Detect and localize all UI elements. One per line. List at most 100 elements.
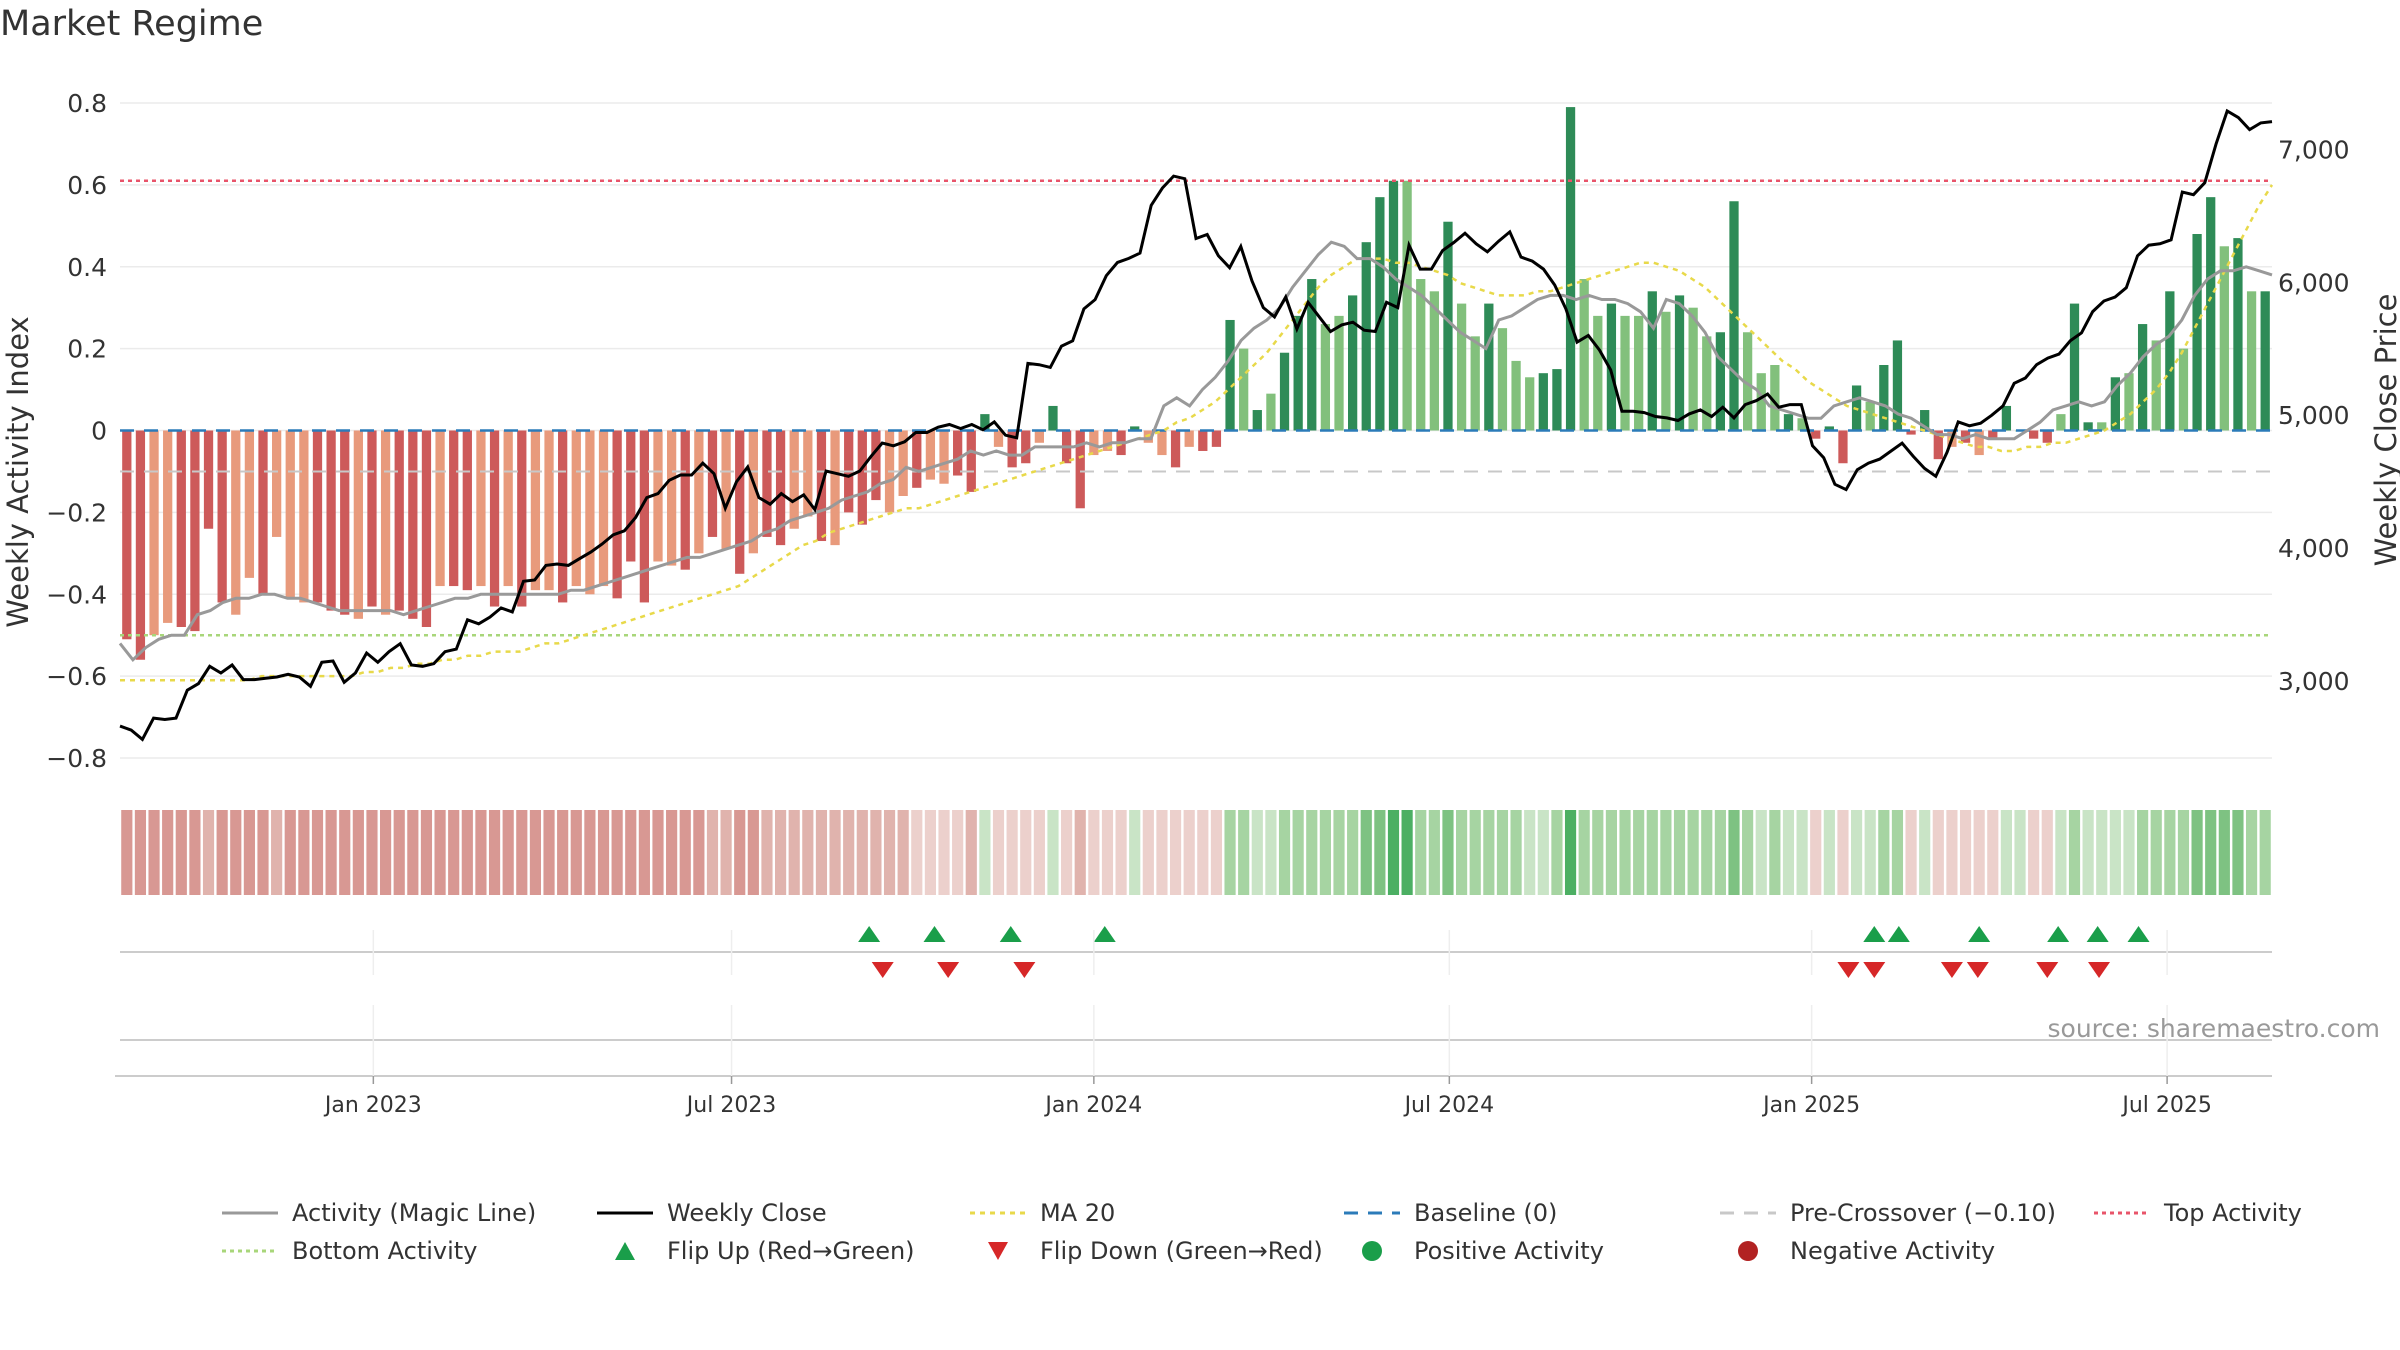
activity-bar (517, 430, 527, 607)
regime-cell (1782, 810, 1795, 895)
activity-bar (1279, 352, 1290, 431)
regime-cell (1932, 810, 1944, 895)
activity-bar (830, 430, 840, 546)
regime-cell (502, 810, 514, 895)
regime-cell (202, 810, 215, 895)
y-left-tick-label: −0.2 (46, 498, 107, 527)
regime-cell (1278, 810, 1291, 895)
activity-bar (1443, 221, 1453, 431)
x-tick-label: Jan 2023 (323, 1093, 422, 1118)
regime-cell (2028, 810, 2040, 895)
regime-cell (992, 810, 1005, 895)
activity-bar (1484, 303, 1494, 431)
legend-item: Pre-Crossover (−0.10) (1718, 1196, 2056, 1230)
activity-bar (2097, 422, 2107, 431)
legend-symbol (1362, 1241, 1382, 1261)
regime-cell (965, 810, 977, 895)
activity-bar (353, 430, 363, 619)
flip-up-marker (1968, 926, 1991, 942)
weekly-close-line (119, 108, 2273, 742)
activity-bar (380, 430, 391, 615)
activity-bar (707, 430, 718, 537)
regime-cell (1415, 810, 1427, 895)
regime-cell (2205, 810, 2217, 895)
regime-cell (1387, 810, 1400, 895)
regime-cell (189, 810, 201, 895)
regime-cell (1687, 810, 1699, 895)
regime-cell (325, 810, 337, 895)
activity-bar (340, 430, 350, 615)
activity-bar (2165, 291, 2175, 431)
regime-cell (1619, 810, 1631, 895)
y-left-tick-label: 0.4 (67, 253, 107, 282)
activity-bar (2178, 348, 2189, 431)
activity-bar (966, 430, 976, 492)
activity-bar (449, 430, 459, 587)
legend-symbol (970, 1211, 1026, 1215)
activity-bar (1184, 430, 1194, 447)
activity-bar (367, 430, 377, 607)
flip-up-marker (999, 926, 1022, 942)
regime-cell (1891, 810, 1904, 895)
regime-cell (1796, 810, 1808, 895)
activity-bar (1170, 430, 1181, 468)
regime-cell (475, 810, 487, 895)
activity-bar (272, 430, 282, 537)
activity-bar (285, 430, 295, 599)
flip-down-marker (1013, 962, 1036, 978)
y-left-tick-label: 0.6 (67, 171, 107, 200)
activity-bar (503, 430, 513, 587)
x-axis: Jan 2023 Jul 2023 Jan 2024 Jul 2024 Jan 2025… (115, 930, 2272, 1118)
y-right-tick-label: 3,000 (2278, 667, 2350, 696)
activity-bar (1198, 430, 1208, 451)
activity-bar (1920, 410, 1930, 431)
flip-up-marker (1887, 926, 1910, 942)
activity-bar (489, 430, 500, 607)
activity-bar (1511, 360, 1521, 431)
regime-cell (1047, 810, 1059, 895)
regime-cell (1578, 810, 1590, 895)
regime-cell (693, 810, 705, 895)
legend-symbol (2094, 1211, 2150, 1215)
regime-cell (448, 810, 460, 895)
activity-bar (1252, 410, 1262, 431)
activity-bar (912, 430, 922, 488)
regime-cell (747, 810, 759, 895)
regime-cell (2109, 810, 2121, 895)
regime-cell (1959, 810, 1972, 895)
activity-bar (203, 430, 214, 529)
activity-bar (639, 430, 650, 603)
activity-bar (666, 430, 677, 566)
regime-strip (121, 810, 2271, 895)
activity-bar (1157, 430, 1167, 456)
activity-bar (748, 430, 758, 554)
activity-bar (421, 430, 432, 627)
regime-cell (625, 810, 637, 895)
regime-cell (2218, 810, 2230, 895)
activity-bar (231, 430, 241, 615)
activity-bar (1988, 430, 1998, 439)
legend-glyph (1738, 1241, 1758, 1261)
flip-up-marker (1093, 926, 1116, 942)
regime-cell (1728, 810, 1740, 895)
regime-cell (815, 810, 828, 895)
activity-bars (122, 107, 2270, 660)
regime-cell (1374, 810, 1386, 895)
regime-cell (529, 810, 542, 895)
regime-cell (774, 810, 787, 895)
activity-bar (1606, 303, 1617, 431)
regime-cell (1129, 810, 1141, 895)
activity-bar (775, 430, 786, 546)
regime-cell (2082, 810, 2094, 895)
regime-cell (1306, 810, 1318, 895)
activity-bar (1348, 295, 1358, 431)
regime-cell (843, 810, 855, 895)
y-left-axis-label: Weekly Activity Index (1, 316, 35, 627)
x-tick-label: Jul 2023 (685, 1093, 777, 1118)
legend-label: Activity (Magic Line) (292, 1199, 537, 1227)
regime-cell (897, 810, 909, 895)
activity-bar (544, 430, 554, 591)
activity-bar (217, 430, 227, 603)
activity-bar (2260, 291, 2270, 431)
regime-cell (1210, 810, 1223, 895)
